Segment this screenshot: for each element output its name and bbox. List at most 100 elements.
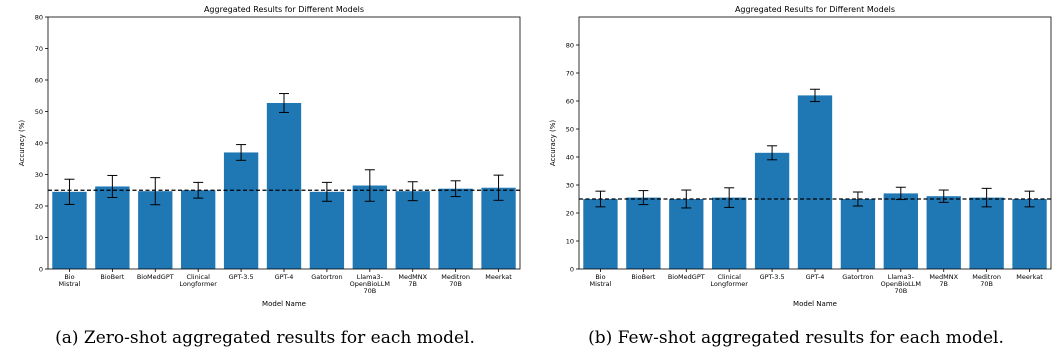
x-tick-label: 70B: [449, 280, 462, 288]
x-tick-label: Gatortron: [842, 273, 873, 281]
chart-title: Aggregated Results for Different Models: [735, 5, 895, 14]
x-tick-label: Bio: [595, 273, 605, 281]
bar: [481, 187, 516, 269]
x-axis-label: Model Name: [793, 300, 837, 308]
bar: [797, 95, 833, 270]
y-tick-label: 50: [35, 108, 43, 116]
error-bar: [407, 181, 418, 202]
x-tick-label: 7B: [408, 280, 417, 288]
bar: [626, 197, 661, 269]
y-tick-label: 20: [35, 202, 43, 210]
bar: [266, 102, 302, 270]
bar: [181, 190, 216, 269]
x-tick-label: Bio: [64, 273, 74, 281]
chart-panel-zero-shot: Aggregated Results for Different Models 0…: [0, 0, 530, 358]
x-tick-label: 70B: [363, 287, 376, 295]
x-tick-label: MedMNX: [398, 273, 427, 281]
bar: [1012, 199, 1047, 269]
x-tick-label: BioMedGPT: [668, 273, 705, 281]
error-bar: [150, 177, 161, 206]
x-tick-label: Meerkat: [1016, 273, 1043, 281]
few-shot-bar-chart: Aggregated Results for Different Models 0…: [549, 5, 1052, 308]
bar: [926, 196, 961, 269]
x-tick-label: BioMedGPT: [137, 273, 174, 281]
error-bar: [364, 169, 375, 202]
error-bar: [64, 178, 75, 205]
error-bar: [107, 174, 118, 198]
caption-zero-shot: (a) Zero-shot aggregated results for eac…: [55, 328, 475, 348]
error-bar: [321, 181, 332, 202]
bar: [754, 152, 790, 269]
y-tick-label: 10: [566, 237, 574, 245]
x-tick-label: GPT-3.5: [229, 273, 254, 281]
bar: [309, 191, 345, 269]
x-tick-label: Meditron: [972, 273, 1001, 281]
x-tick-label: Clinical: [717, 273, 741, 281]
chart-panel-few-shot: Aggregated Results for Different Models 0…: [531, 0, 1061, 358]
y-tick-label: 80: [35, 13, 43, 21]
bar: [223, 152, 259, 269]
bar: [969, 197, 1004, 269]
x-tick-label: GPT-4: [806, 273, 825, 281]
y-tick-label: 70: [35, 45, 43, 53]
chart-title: Aggregated Results for Different Models: [204, 5, 364, 14]
bar: [712, 197, 747, 269]
x-tick-label: GPT-4: [275, 273, 294, 281]
error-bar: [724, 187, 735, 208]
error-bar: [981, 187, 992, 208]
y-tick-label: 30: [566, 181, 574, 189]
x-tick-label: Mistral: [59, 280, 81, 288]
x-tick-label: BioBert: [100, 273, 124, 281]
x-tick-label: BioBert: [631, 273, 655, 281]
error-bar: [493, 174, 504, 201]
x-tick-label: Longformer: [179, 280, 217, 288]
bar: [95, 186, 130, 269]
x-tick-label: Mistral: [590, 280, 612, 288]
error-bar: [236, 144, 247, 161]
x-tick-label: Gatortron: [311, 273, 342, 281]
x-tick-label: OpenBioLLM: [350, 280, 390, 288]
bar: [669, 199, 704, 269]
x-tick-label: 70B: [894, 287, 907, 295]
error-bar: [279, 93, 289, 113]
error-bar: [767, 145, 778, 161]
x-tick-label: Longformer: [710, 280, 748, 288]
y-axis-label: Accuracy (%): [549, 120, 557, 167]
x-tick-label: Llama3-: [888, 273, 915, 281]
y-tick-label: 10: [35, 234, 43, 242]
y-tick-label: 30: [35, 171, 43, 179]
y-axis-label: Accuracy (%): [18, 120, 26, 167]
y-tick-label: 60: [566, 97, 574, 105]
x-tick-label: 70B: [980, 280, 993, 288]
y-tick-label: 40: [35, 139, 43, 147]
bar: [438, 188, 473, 269]
y-tick-label: 60: [35, 76, 43, 84]
x-tick-label: Meditron: [441, 273, 470, 281]
bar: [395, 191, 430, 269]
y-tick-label: 80: [566, 41, 574, 49]
x-tick-label: 7B: [939, 280, 948, 288]
y-tick-label: 50: [566, 125, 574, 133]
x-axis-label: Model Name: [262, 300, 306, 308]
caption-few-shot: (b) Few-shot aggregated results for each…: [588, 328, 1004, 348]
bar: [840, 199, 876, 269]
error-bar: [450, 180, 461, 198]
error-bar: [852, 191, 863, 207]
bar: [583, 199, 618, 269]
error-bar: [810, 88, 820, 103]
y-tick-label: 0: [570, 265, 574, 273]
y-tick-label: 20: [566, 209, 574, 217]
bar: [883, 193, 918, 269]
x-tick-label: Meerkat: [485, 273, 512, 281]
y-tick-label: 70: [566, 69, 574, 77]
x-tick-label: Clinical: [186, 273, 210, 281]
y-tick-label: 40: [566, 153, 574, 161]
x-tick-label: GPT-3.5: [760, 273, 785, 281]
error-bar: [938, 189, 949, 203]
error-bar: [638, 190, 649, 206]
y-tick-label: 0: [39, 265, 43, 273]
zero-shot-bar-chart: Aggregated Results for Different Models 0…: [18, 5, 521, 308]
x-tick-label: Llama3-: [357, 273, 384, 281]
x-tick-label: MedMNX: [929, 273, 958, 281]
x-tick-label: OpenBioLLM: [881, 280, 921, 288]
